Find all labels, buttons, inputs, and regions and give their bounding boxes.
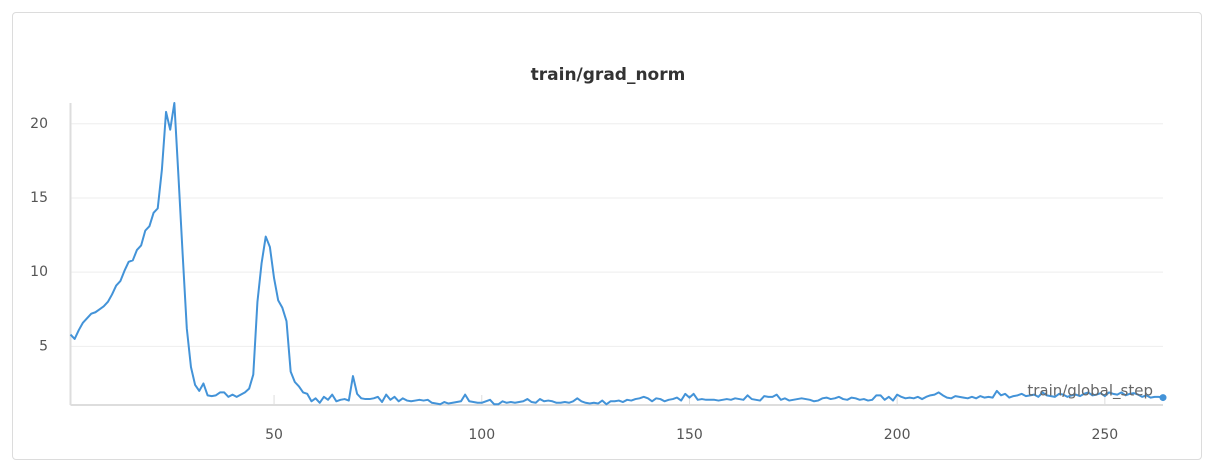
chart-title: train/grad_norm [531,65,686,85]
y-tick-label: 20 [30,116,48,132]
x-tick-label: 150 [676,427,703,443]
x-tick-label: 100 [468,427,495,443]
y-tick-label: 5 [39,338,48,354]
x-axis-label: train/global_step [1027,382,1153,401]
end-point [1159,394,1167,402]
chart-panel [12,12,1202,460]
x-tick-label: 200 [884,427,911,443]
y-tick-label: 10 [30,264,48,280]
x-tick-label: 50 [265,427,283,443]
data-line [69,102,1164,406]
x-tick-label: 250 [1091,427,1118,443]
y-tick-label: 15 [30,190,48,206]
